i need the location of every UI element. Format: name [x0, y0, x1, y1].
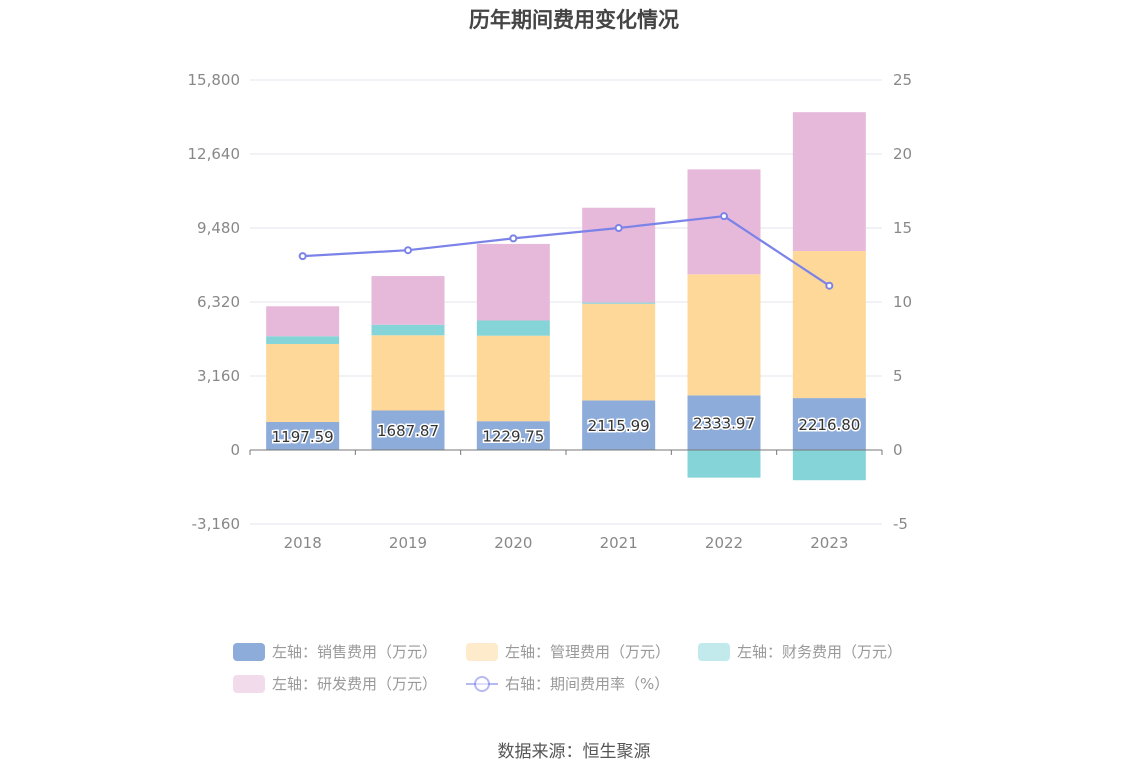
bar-data-label: 1687.87	[377, 422, 439, 440]
y-left-tick-label: 0	[230, 441, 240, 459]
y-right-tick-label: 5	[893, 367, 903, 385]
source-note: 数据来源：恒生聚源	[497, 742, 651, 762]
bar-segment	[371, 335, 445, 411]
y-left-tick-label: 3,160	[197, 367, 240, 385]
rate-line-series	[298, 212, 834, 290]
bar-segment	[266, 421, 340, 450]
legend-label: 左轴：销售费用（万元）	[272, 643, 437, 661]
grid-lines	[250, 79, 882, 525]
bar-data-label: 1197.59	[272, 428, 334, 446]
legend-swatch	[466, 643, 498, 661]
bar-segment	[266, 336, 340, 344]
bar-data-label: 2115.99	[588, 417, 650, 435]
right-axis-ticks: -5 0 5 10 15 20 25	[893, 71, 912, 533]
x-tick-label: 2019	[389, 534, 427, 552]
x-tick-label: 2022	[705, 534, 743, 552]
y-right-tick-label: 25	[893, 71, 912, 89]
bar-segment	[582, 303, 656, 401]
bar-segment	[792, 398, 866, 450]
rate-line	[302, 215, 830, 287]
y-left-tick-label: 6,320	[197, 293, 240, 311]
bar-data-labels: 1197.59 1687.87 1229.75 2115.99 2333.97 2216.…	[270, 413, 862, 447]
bar-segment	[792, 450, 866, 481]
bar-segment	[582, 400, 656, 450]
y-right-tick-label: 10	[893, 293, 912, 311]
rate-point	[509, 234, 518, 243]
legend-swatch-marker	[474, 676, 490, 692]
y-right-tick-label: 20	[893, 145, 912, 163]
bar-segment	[476, 243, 550, 321]
legend-label: 左轴：管理费用（万元）	[505, 643, 670, 661]
legend: 左轴：销售费用（万元） 左轴：管理费用（万元） 左轴：财务费用（万元） 左轴：研发费用…	[233, 643, 902, 693]
legend-swatch	[233, 643, 265, 661]
rate-point	[404, 246, 412, 255]
legend-label: 右轴：期间费用率（%）	[505, 675, 669, 693]
bar-segment	[476, 320, 550, 336]
rate-point	[298, 252, 307, 261]
bar-segment	[792, 251, 866, 399]
bar-segment	[266, 306, 340, 337]
x-tick-label: 2020	[494, 534, 532, 552]
legend-swatch	[233, 675, 265, 693]
y-left-tick-label: 15,800	[188, 71, 241, 89]
x-tick-label: 2018	[284, 534, 322, 552]
y-right-tick-label: 15	[893, 219, 912, 237]
x-tick-label: 2023	[810, 534, 848, 552]
legend-label: 左轴：研发费用（万元）	[272, 675, 437, 693]
x-tick-label: 2021	[600, 534, 638, 552]
legend-label: 左轴：财务费用（万元）	[737, 643, 902, 661]
y-right-tick-label: 0	[893, 441, 903, 459]
y-left-tick-label: 9,480	[197, 219, 240, 237]
y-left-tick-label: -3,160	[192, 515, 240, 533]
y-right-tick-label: -5	[893, 515, 908, 533]
bar-segment	[266, 343, 340, 422]
legend-swatch	[698, 643, 730, 661]
rate-point	[614, 224, 623, 232]
bar-segment	[371, 410, 445, 450]
bar-segment	[371, 324, 445, 336]
bar-segment	[476, 421, 550, 450]
bar-segment	[582, 302, 656, 304]
bar-segment	[476, 335, 550, 422]
left-axis-ticks: -3,160 0 3,160 6,320 9,480 12,640 15,800	[188, 71, 241, 533]
bar-segment	[792, 112, 866, 252]
x-axis-ticks: 2018 2019 2020 2021 2022 2023	[249, 450, 883, 552]
bar-segment	[687, 395, 761, 450]
bar-data-label: 2216.80	[798, 416, 860, 434]
bar-segment	[687, 274, 761, 396]
bar-segment	[582, 207, 656, 303]
bar-data-label: 1229.75	[482, 428, 544, 446]
rate-point	[825, 281, 834, 290]
bar-data-label: 2333.97	[693, 415, 755, 433]
bar-segment	[371, 276, 445, 325]
rate-point	[720, 212, 728, 221]
chart-title: 历年期间费用变化情况	[469, 8, 679, 32]
bar-segment	[687, 169, 761, 275]
y-left-tick-label: 12,640	[188, 145, 241, 163]
bar-series	[266, 112, 866, 481]
bar-segment	[687, 450, 761, 478]
